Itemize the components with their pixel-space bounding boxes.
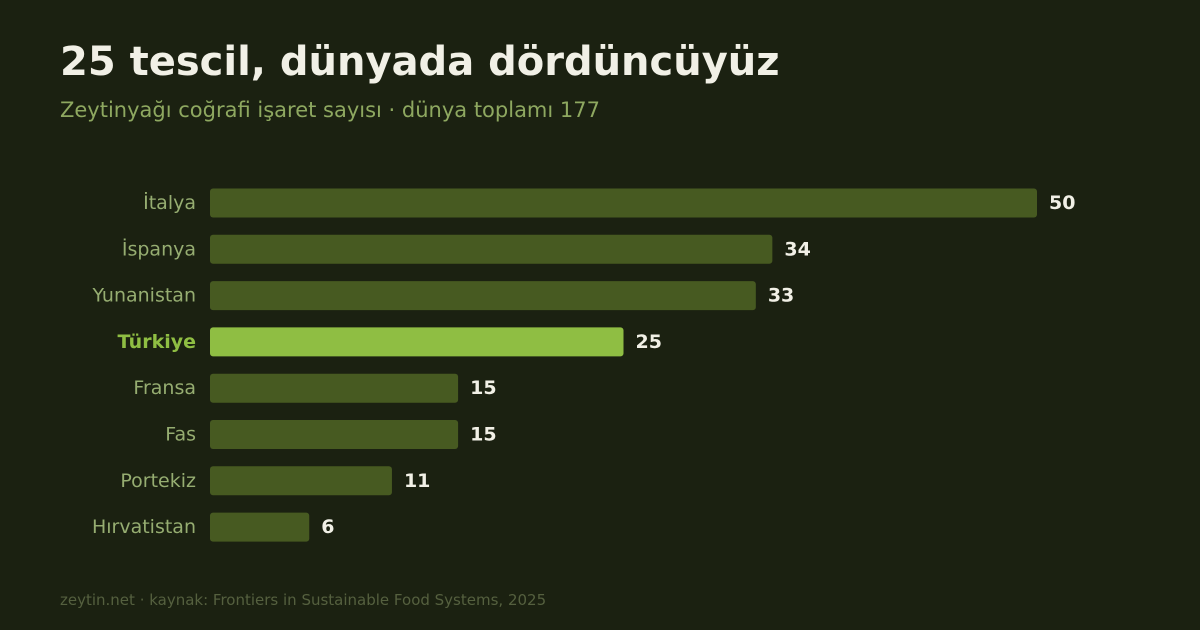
bar-yunanistan (210, 281, 756, 311)
bar-ispanya (210, 234, 773, 264)
bar-italya (210, 188, 1037, 218)
value-label-italya: 50 (1049, 192, 1075, 214)
category-label-italya: İtalya (143, 191, 196, 214)
bar-portekiz (210, 466, 392, 496)
category-label-hirvatistan: Hırvatistan (92, 516, 196, 538)
value-label-turkiye: 25 (636, 331, 662, 353)
value-label-fransa: 15 (470, 377, 496, 399)
value-label-ispanya: 34 (784, 238, 810, 260)
page-title: 25 tescil, dünyada dördüncüyüz (60, 39, 780, 85)
category-label-yunanistan: Yunanistan (91, 285, 196, 307)
category-label-turkiye: Türkiye (118, 331, 196, 353)
bar-fas (210, 420, 459, 449)
bar-fransa (210, 373, 459, 403)
bar-hirvatistan (210, 512, 310, 542)
category-label-fas: Fas (165, 424, 196, 446)
category-label-fransa: Fransa (133, 377, 196, 399)
value-label-yunanistan: 33 (768, 285, 794, 307)
category-label-portekiz: Portekiz (120, 470, 196, 492)
category-label-ispanya: İspanya (122, 237, 196, 260)
value-label-hirvatistan: 6 (321, 516, 334, 538)
value-label-portekiz: 11 (404, 470, 430, 492)
bar-turkiye (210, 327, 624, 357)
value-label-fas: 15 (470, 424, 496, 446)
page-subtitle: Zeytinyağı coğrafi işaret sayısı · dünya… (60, 98, 600, 122)
source-note: zeytin.net · kaynak: Frontiers in Sustai… (60, 591, 547, 609)
